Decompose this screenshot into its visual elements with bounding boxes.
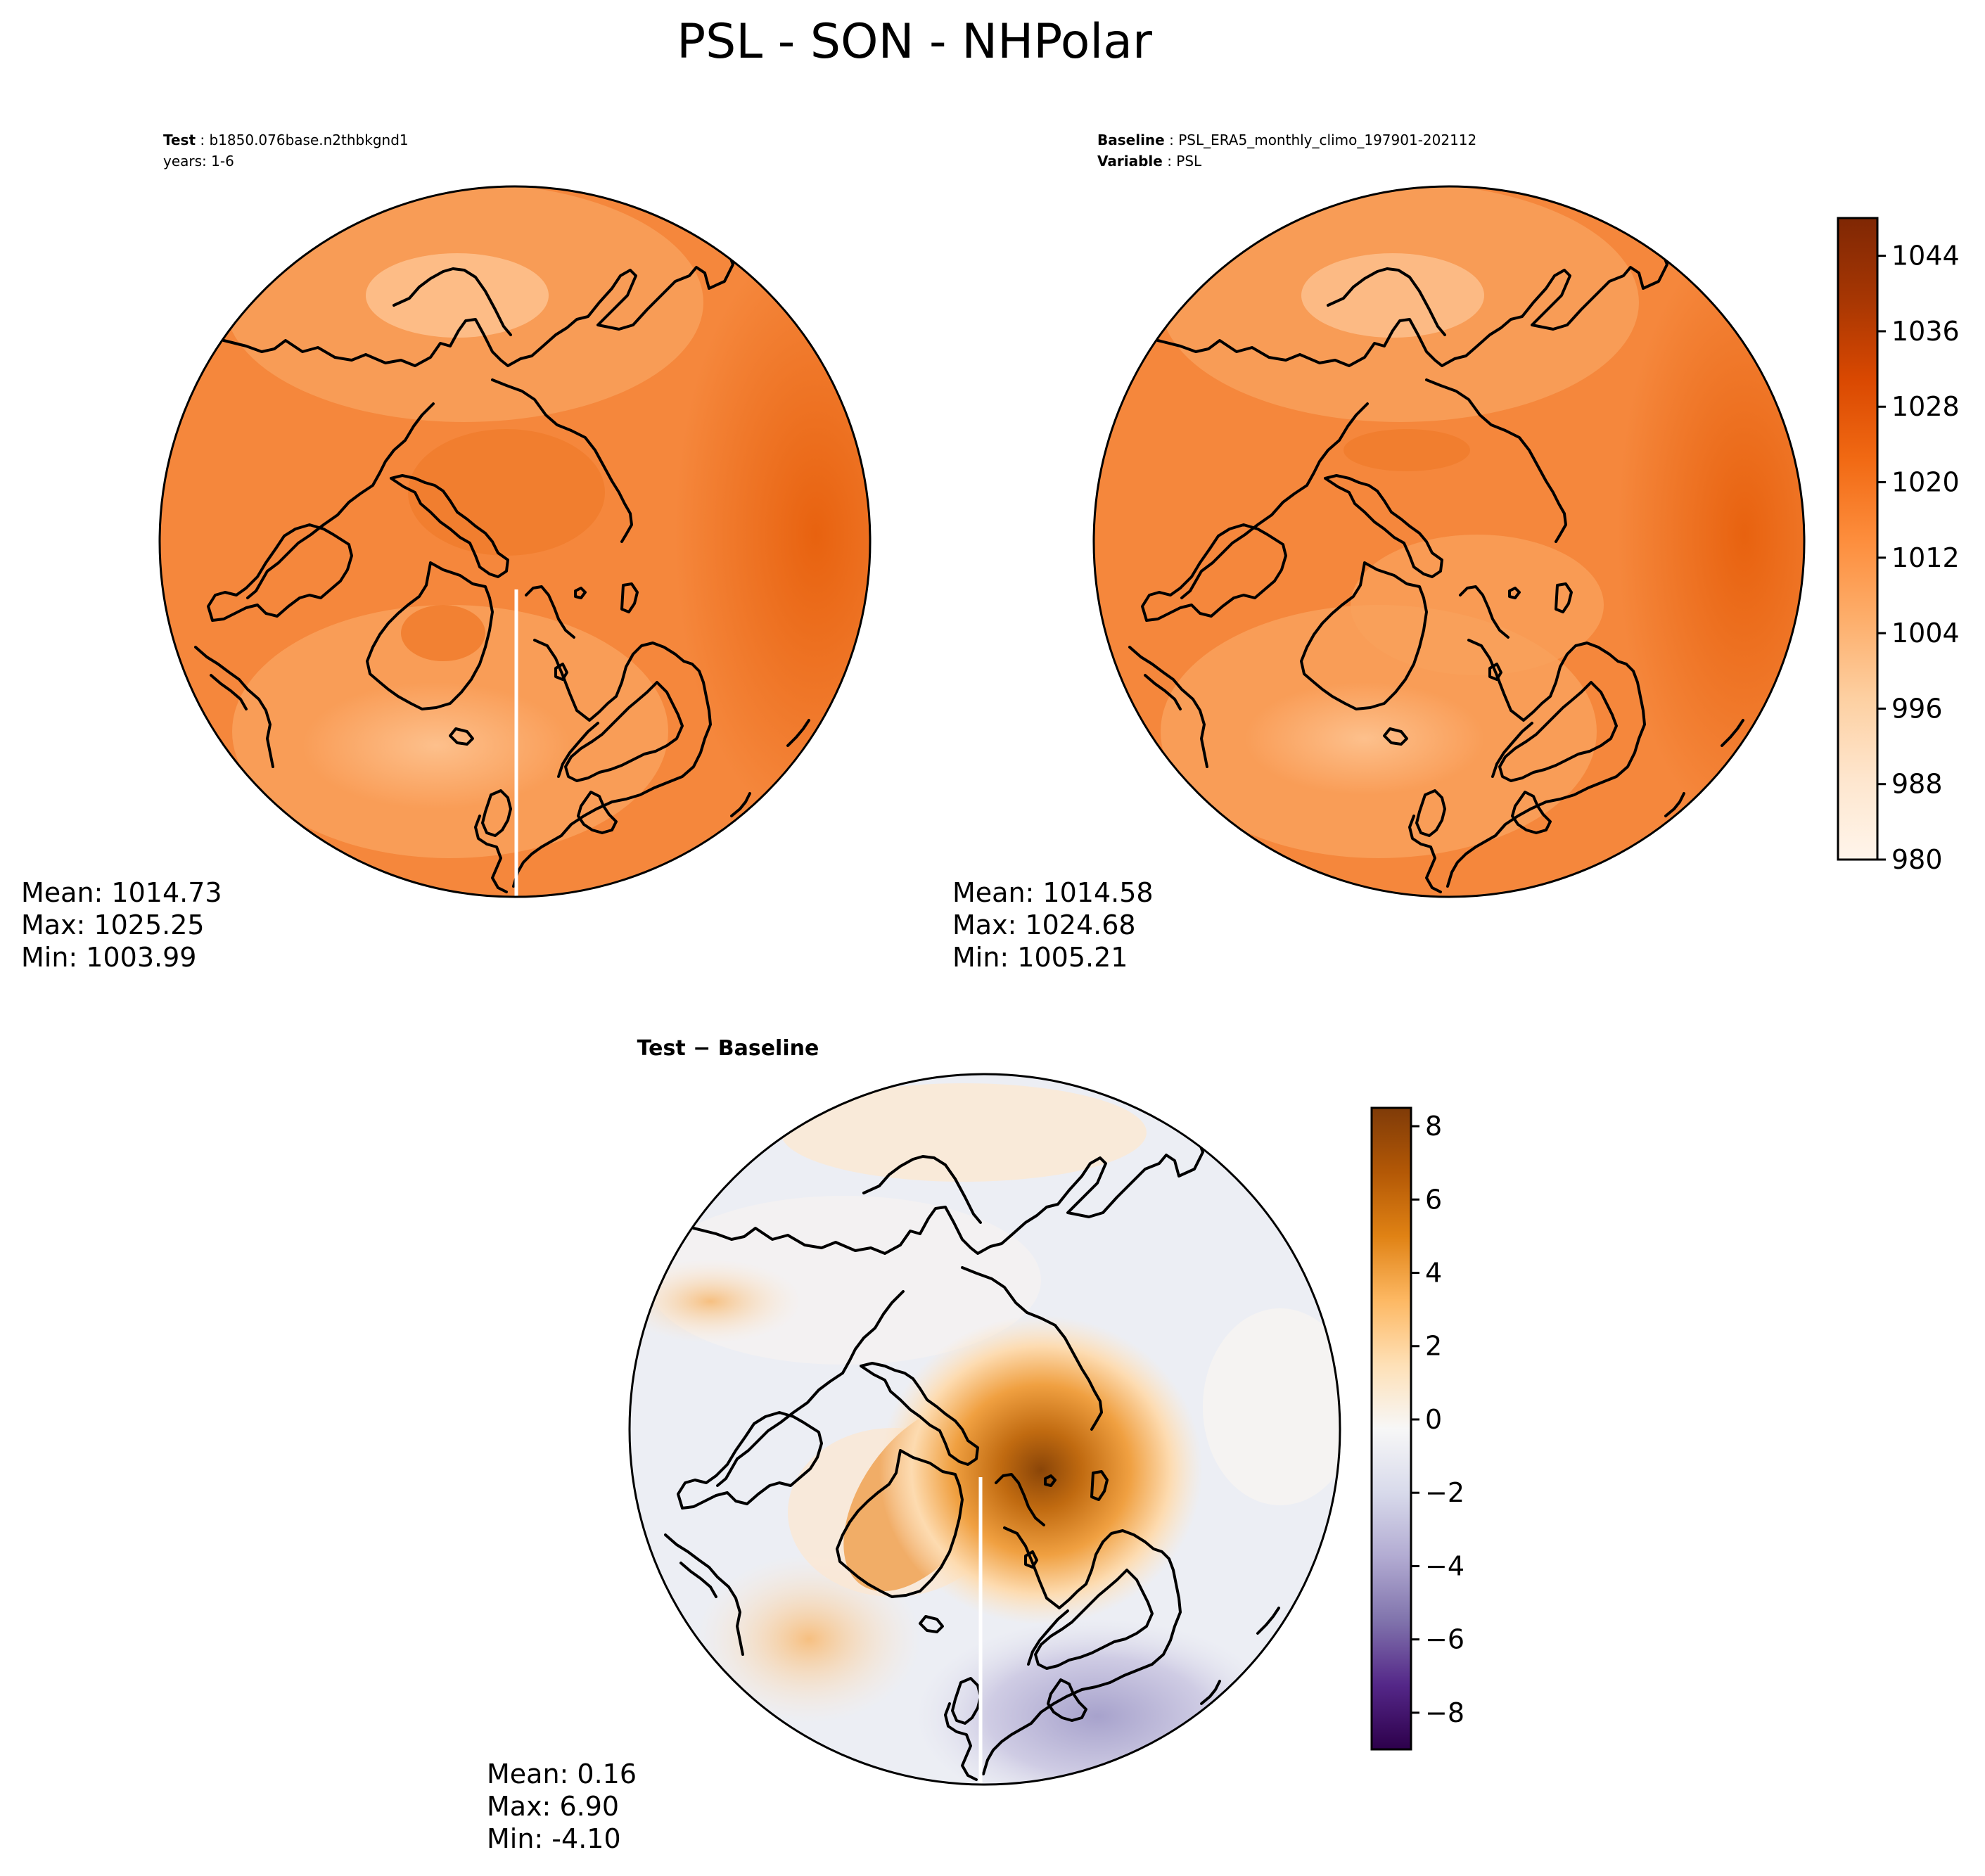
baseline-min: Min: 1005.21	[952, 942, 1128, 973]
test-mean: Mean: 1014.73	[21, 877, 222, 908]
baseline-mean: Mean: 1014.58	[952, 877, 1154, 908]
diff-panel: Test − Baseline Mean: 0.16 Max: 6.90 Min…	[487, 1036, 1341, 1854]
diff-map	[630, 1074, 1340, 1785]
colorbar-diff-tick-label: −6	[1425, 1624, 1464, 1655]
colorbar-psl-tick-label: 980	[1891, 844, 1943, 875]
colorbar-psl: 980 988 996 1004 1012 1020 1028 1036 1044	[1837, 217, 1960, 875]
colorbar-psl-tick-label: 1012	[1891, 542, 1960, 573]
colorbar-diff-tick-label: −4	[1425, 1550, 1464, 1581]
colorbar-diff-ticks: −8 −6 −4 −2 0 2 4 6 8	[1411, 1111, 1464, 1728]
colorbar-psl-tick-label: 996	[1891, 693, 1943, 724]
test-max: Max: 1025.25	[21, 910, 205, 940]
colorbar-psl-tick-label: 1028	[1891, 391, 1960, 422]
baseline-max: Max: 1024.68	[952, 910, 1136, 940]
colorbar-diff-bar	[1370, 1106, 1412, 1751]
baseline-variable: Variable : PSL	[1097, 153, 1202, 170]
colorbar-diff-tick-label: 2	[1425, 1331, 1442, 1362]
colorbar-diff: −8 −6 −4 −2 0 2 4 6 8	[1370, 1106, 1464, 1751]
colorbar-psl-ticks: 980 988 996 1004 1012 1020 1028 1036 1044	[1877, 241, 1960, 875]
colorbar-psl-tick-label: 1020	[1891, 467, 1960, 498]
diff-min: Min: -4.10	[487, 1823, 621, 1854]
figure-title: PSL - SON - NHPolar	[677, 14, 1152, 70]
colorbar-diff-tick-label: 4	[1425, 1258, 1442, 1289]
diff-title: Test − Baseline	[637, 1036, 819, 1061]
test-map	[160, 186, 870, 897]
colorbar-psl-tick-label: 1044	[1891, 241, 1960, 272]
colorbar-diff-tick-label: −8	[1425, 1697, 1464, 1728]
colorbar-diff-tick-label: 8	[1425, 1111, 1442, 1142]
baseline-map	[1094, 186, 1804, 897]
colorbar-diff-tick-label: 0	[1425, 1404, 1442, 1435]
diff-max: Max: 6.90	[487, 1791, 619, 1822]
colorbar-psl-tick-label: 988	[1891, 769, 1943, 800]
test-panel: Test : b1850.076base.n2thbkgnd1 years: 1…	[21, 132, 872, 973]
baseline-label: Baseline : PSL_ERA5_monthly_climo_197901…	[1097, 132, 1476, 148]
colorbar-diff-tick-label: −2	[1425, 1477, 1464, 1508]
colorbar-psl-tick-label: 1004	[1891, 618, 1960, 649]
colorbar-psl-tick-label: 1036	[1891, 316, 1960, 347]
baseline-panel: Baseline : PSL_ERA5_monthly_climo_197901…	[952, 132, 1806, 973]
test-label: Test : b1850.076base.n2thbkgnd1	[163, 132, 409, 148]
colorbar-psl-bar	[1837, 217, 1879, 861]
colorbar-diff-tick-label: 6	[1425, 1184, 1442, 1215]
test-min: Min: 1003.99	[21, 942, 196, 973]
test-years: years: 1-6	[163, 153, 234, 170]
diff-mean: Mean: 0.16	[487, 1759, 637, 1789]
